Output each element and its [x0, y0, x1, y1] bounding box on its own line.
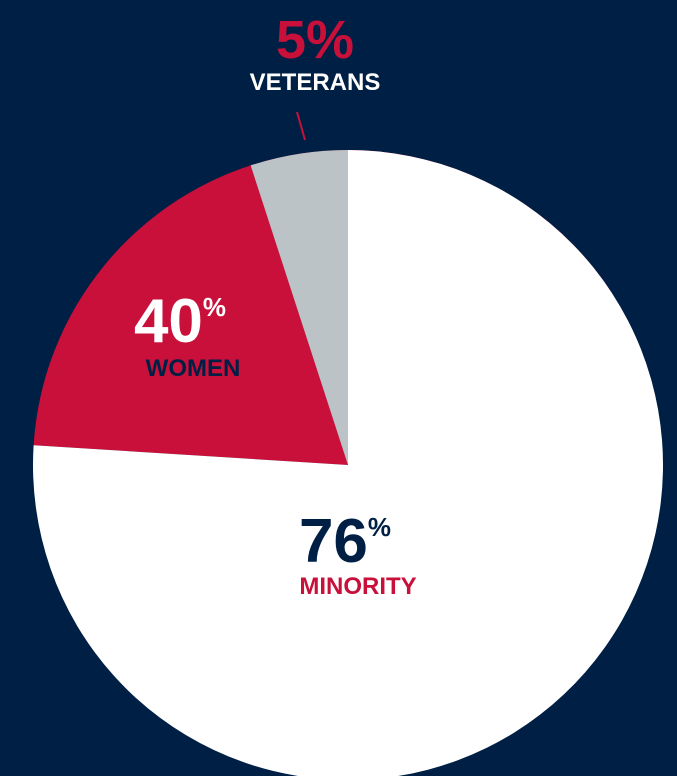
pie-slice [250, 150, 348, 465]
category-label: WOMEN [146, 355, 241, 382]
pie [33, 149, 663, 776]
pie-slice [33, 150, 663, 776]
category-label: MINORITY [299, 573, 416, 600]
value-unit: % [368, 512, 391, 542]
value-number: 40 [134, 287, 203, 356]
value-label: 5% [276, 10, 354, 70]
value-number: 5 [276, 10, 306, 70]
value-label: 40% [134, 287, 226, 356]
value-number: 76 [299, 507, 368, 576]
leader-line [296, 111, 306, 141]
value-unit: % [203, 292, 226, 322]
category-label: VETERANS [250, 69, 381, 96]
value-unit: % [306, 10, 354, 70]
value-label: 76% [299, 507, 391, 576]
